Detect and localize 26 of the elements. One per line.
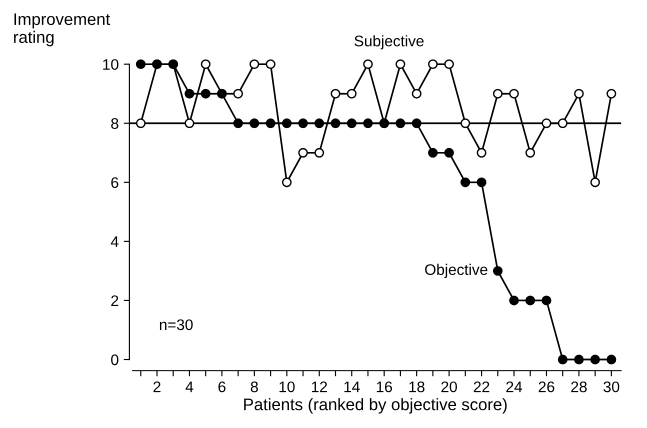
x-tick-label: 28	[571, 381, 587, 392]
y-tick-label: 2	[111, 295, 118, 306]
x-tick-label: 6	[218, 381, 226, 392]
annotation: n=30	[160, 319, 193, 330]
y-tick-label: 4	[110, 236, 119, 247]
x-tick-label: 10	[279, 381, 295, 392]
x-tick-label: 16	[376, 381, 392, 392]
x-tick-label: 18	[409, 381, 424, 392]
series-label: Objective	[425, 264, 488, 278]
x-tick-label: 22	[474, 381, 490, 392]
x-tick-label: 4	[186, 382, 194, 392]
x-tick-label: 30	[603, 381, 620, 392]
y-tick-label: 0	[111, 354, 118, 366]
series-label: Subjective	[354, 35, 424, 50]
x-tick-label: 24	[506, 381, 522, 392]
y-tick-label: 6	[111, 177, 118, 188]
y-axis-title: Improvement rating	[14, 13, 110, 46]
x-tick-label: 14	[344, 382, 360, 392]
y-tick-label: 8	[111, 118, 118, 129]
x-tick-label: 20	[441, 381, 457, 392]
x-axis-title: Patients (ranked by objective score)	[244, 398, 507, 414]
y-tick-label: 10	[103, 59, 118, 70]
x-tick-label: 26	[538, 381, 554, 392]
x-tick-label: 2	[154, 381, 160, 392]
x-tick-label: 8	[250, 381, 258, 392]
x-tick-label: 12	[312, 381, 328, 392]
